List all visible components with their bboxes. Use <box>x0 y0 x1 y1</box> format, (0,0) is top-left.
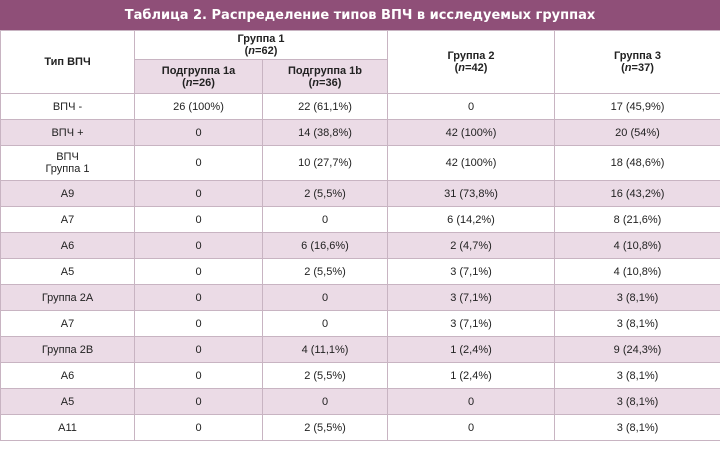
cell-subgroup-1b: 2 (5,5%) <box>262 180 388 207</box>
cell-subgroup-1b: 14 (38,8%) <box>262 119 388 146</box>
table-row: А5 0 2 (5,5%) 3 (7,1%) 4 (10,8%) <box>0 258 720 285</box>
table-title: Таблица 2. Распределение типов ВПЧ в исс… <box>0 0 720 30</box>
cell-group-2: 0 <box>387 414 555 441</box>
cell-subgroup-1b: 10 (27,7%) <box>262 145 388 181</box>
row-label-line-2: Группа 1 <box>45 163 90 175</box>
header-subgroup-1b: Подгруппа 1b (n=36) <box>262 59 388 94</box>
cell-subgroup-1b: 0 <box>262 284 388 311</box>
row-label: ВПЧ - <box>0 93 135 120</box>
cell-group-2: 42 (100%) <box>387 119 555 146</box>
cell-subgroup-1b: 2 (5,5%) <box>262 414 388 441</box>
cell-group-2: 1 (2,4%) <box>387 336 555 363</box>
row-label: А6 <box>0 362 135 389</box>
cell-group-2: 0 <box>387 388 555 415</box>
header-group-3: Группа 3 (n=37) <box>554 30 720 94</box>
table-row: А6 0 6 (16,6%) 2 (4,7%) 4 (10,8%) <box>0 232 720 259</box>
row-label: А7 <box>0 206 135 233</box>
cell-subgroup-1a: 0 <box>134 258 263 285</box>
cell-group-3: 3 (8,1%) <box>554 414 720 441</box>
header-group-1-name: Группа 1 <box>237 33 285 45</box>
cell-group-3: 4 (10,8%) <box>554 232 720 259</box>
cell-group-3: 17 (45,9%) <box>554 93 720 120</box>
cell-group-3: 3 (8,1%) <box>554 284 720 311</box>
cell-subgroup-1b: 4 (11,1%) <box>262 336 388 363</box>
cell-group-3: 18 (48,6%) <box>554 145 720 181</box>
table-row: А11 0 2 (5,5%) 0 3 (8,1%) <box>0 414 720 441</box>
cell-group-3: 3 (8,1%) <box>554 362 720 389</box>
cell-subgroup-1a: 0 <box>134 180 263 207</box>
row-label: А7 <box>0 310 135 337</box>
row-label: Группа 2В <box>0 336 135 363</box>
table-row: Группа 2А 0 0 3 (7,1%) 3 (8,1%) <box>0 284 720 311</box>
header-group-2-n: (n=42) <box>454 62 488 74</box>
row-label: А11 <box>0 414 135 441</box>
cell-group-3: 16 (43,2%) <box>554 180 720 207</box>
row-label: А9 <box>0 180 135 207</box>
cell-group-2: 3 (7,1%) <box>387 284 555 311</box>
row-label: А5 <box>0 258 135 285</box>
row-label: А5 <box>0 388 135 415</box>
row-label: А6 <box>0 232 135 259</box>
cell-subgroup-1a: 26 (100%) <box>134 93 263 120</box>
cell-subgroup-1a: 0 <box>134 310 263 337</box>
cell-subgroup-1b: 2 (5,5%) <box>262 362 388 389</box>
table-row: Группа 2В 0 4 (11,1%) 1 (2,4%) 9 (24,3%) <box>0 336 720 363</box>
cell-subgroup-1b: 2 (5,5%) <box>262 258 388 285</box>
table-row: А6 0 2 (5,5%) 1 (2,4%) 3 (8,1%) <box>0 362 720 389</box>
table-row: А9 0 2 (5,5%) 31 (73,8%) 16 (43,2%) <box>0 180 720 207</box>
header-hpv-type: Тип ВПЧ <box>0 30 135 94</box>
cell-group-2: 0 <box>387 93 555 120</box>
header-group-3-name: Группа 3 <box>613 50 662 62</box>
cell-group-3: 4 (10,8%) <box>554 258 720 285</box>
cell-group-3: 20 (54%) <box>554 119 720 146</box>
header-subgroup-1b-name: Подгруппа 1b <box>287 64 363 77</box>
header-subgroup-1b-n: (n=36) <box>308 76 342 89</box>
header-group-2-name: Группа 2 <box>447 50 495 62</box>
table-row: ВПЧ - 26 (100%) 22 (61,1%) 0 17 (45,9%) <box>0 93 720 120</box>
cell-group-2: 31 (73,8%) <box>387 180 555 207</box>
cell-subgroup-1a: 0 <box>134 232 263 259</box>
header-group-2: Группа 2 (n=42) <box>387 30 555 94</box>
cell-group-2: 1 (2,4%) <box>387 362 555 389</box>
cell-subgroup-1b: 0 <box>262 310 388 337</box>
cell-group-2: 6 (14,2%) <box>387 206 555 233</box>
cell-group-2: 42 (100%) <box>387 145 555 181</box>
header-group-1-n: (n=62) <box>244 45 278 57</box>
header-subgroup-1a-n: (n=26) <box>182 76 215 89</box>
header-subgroup-1a-name: Подгруппа 1a <box>161 64 236 77</box>
cell-subgroup-1a: 0 <box>134 362 263 389</box>
cell-subgroup-1b: 6 (16,6%) <box>262 232 388 259</box>
cell-subgroup-1b: 0 <box>262 388 388 415</box>
header-group-1: Группа 1 (n=62) <box>134 30 388 60</box>
cell-subgroup-1a: 0 <box>134 119 263 146</box>
hpv-distribution-table: Тип ВПЧ Группа 1 (n=62) Группа 2 (n=42) … <box>0 30 720 441</box>
table-row: А7 0 0 3 (7,1%) 3 (8,1%) <box>0 310 720 337</box>
cell-group-3: 9 (24,3%) <box>554 336 720 363</box>
cell-subgroup-1a: 0 <box>134 414 263 441</box>
cell-subgroup-1a: 0 <box>134 284 263 311</box>
cell-group-2: 3 (7,1%) <box>387 258 555 285</box>
cell-subgroup-1a: 0 <box>134 145 263 181</box>
cell-subgroup-1b: 0 <box>262 206 388 233</box>
cell-subgroup-1a: 0 <box>134 336 263 363</box>
row-label: ВПЧ Группа 1 <box>0 145 135 181</box>
cell-subgroup-1b: 22 (61,1%) <box>262 93 388 120</box>
row-label: Группа 2А <box>0 284 135 311</box>
cell-subgroup-1a: 0 <box>134 388 263 415</box>
table-row: А5 0 0 0 3 (8,1%) <box>0 388 720 415</box>
cell-group-2: 3 (7,1%) <box>387 310 555 337</box>
row-label-line-1: ВПЧ <box>56 151 79 163</box>
cell-group-3: 8 (21,6%) <box>554 206 720 233</box>
cell-subgroup-1a: 0 <box>134 206 263 233</box>
cell-group-3: 3 (8,1%) <box>554 310 720 337</box>
table-row: ВПЧ Группа 1 0 10 (27,7%) 42 (100%) 18 (… <box>0 145 720 181</box>
table-row: ВПЧ + 0 14 (38,8%) 42 (100%) 20 (54%) <box>0 119 720 146</box>
header-subgroup-1a: Подгруппа 1a (n=26) <box>134 59 263 94</box>
table-row: А7 0 0 6 (14,2%) 8 (21,6%) <box>0 206 720 233</box>
row-label: ВПЧ + <box>0 119 135 146</box>
cell-group-3: 3 (8,1%) <box>554 388 720 415</box>
header-group-3-n: (n=37) <box>621 62 654 74</box>
cell-group-2: 2 (4,7%) <box>387 232 555 259</box>
